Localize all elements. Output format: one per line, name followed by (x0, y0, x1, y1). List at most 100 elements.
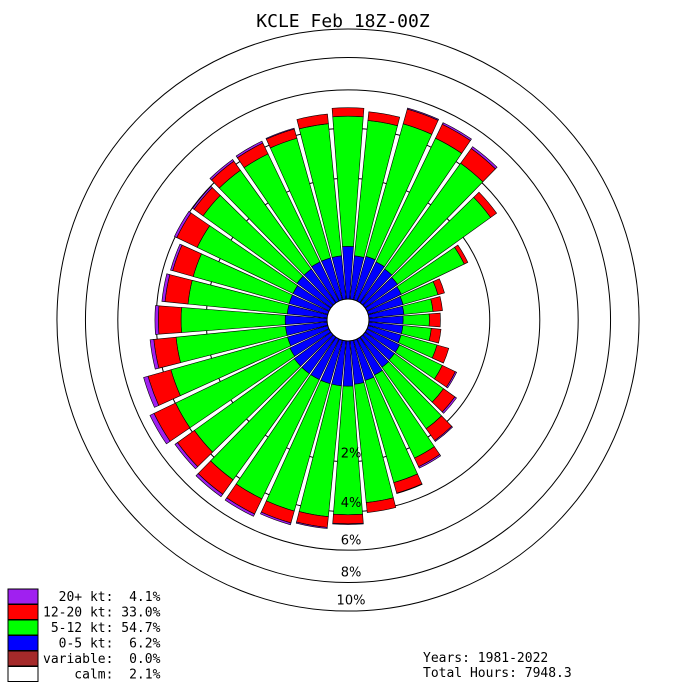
range-ring-6 (117, 89, 579, 551)
legend-label-5: calm: 2.1% (43, 668, 161, 683)
bar-10-deg (349, 111, 401, 301)
total-hours-label: Total Hours: 7948.3 (423, 666, 572, 681)
ring-label-8: 8% (341, 566, 362, 581)
bar-230-deg (174, 331, 334, 470)
bar-segment-270-12-20-kt (158, 305, 182, 335)
bar-segment-310-20-kt (192, 185, 213, 210)
legend-swatch-5 (7, 666, 39, 682)
ring-label-4: 4% (341, 496, 362, 511)
bar-segment-210-20-kt (224, 497, 256, 517)
bar-segment-330-20-kt (235, 140, 264, 159)
bar-segment-160-20-kt (396, 483, 423, 494)
bar-segment-250-20-kt (143, 375, 160, 408)
ring-labels: 2% 4% 6% 8% 10% (337, 447, 366, 609)
legend-label-1: 12-20 kt: 33.0% (43, 606, 161, 621)
bar-segment-340-20-kt (265, 127, 295, 140)
bar-140-deg (359, 334, 453, 442)
bar-segment-320-20-kt (209, 159, 235, 181)
bar-30-deg (356, 122, 472, 304)
legend-label-0: 20+ kt: 4.1% (43, 590, 161, 605)
bar-segment-30-20-kt (441, 122, 472, 141)
calm-center-circle (326, 298, 370, 342)
bar-80-deg (367, 296, 443, 319)
bar-270-deg (154, 305, 328, 335)
bar-260-deg (149, 321, 329, 370)
bar-90-deg (368, 312, 441, 328)
legend-label-4: variable: 0.0% (43, 652, 161, 667)
bar-160-deg (353, 338, 423, 494)
chart-title: KCLE Feb 18Z-00Z (256, 11, 430, 32)
legend-label-3: 0-5 kt: 6.2% (43, 637, 161, 652)
bar-segment-190-20-kt (295, 521, 328, 529)
bar-segment-20-20-kt (406, 107, 440, 121)
bar-segment-110-12-20-kt (431, 344, 450, 364)
legend-swatch-0 (7, 588, 39, 605)
bar-segment-10-12-20-kt (367, 111, 401, 127)
bar-segment-260-20-kt (149, 339, 160, 370)
bar-segment-280-12-20-kt (164, 274, 193, 305)
legend-swatch-4 (7, 650, 39, 667)
bar-290-deg (170, 243, 330, 315)
direction-bars (143, 107, 498, 529)
bar-200-deg (260, 338, 343, 526)
bar-segment-170-12-20-kt (365, 497, 397, 513)
bar-segment-60-12-20-kt (454, 244, 469, 265)
bar-segment-300-20-kt (174, 211, 192, 238)
bar-100-deg (367, 321, 442, 344)
bar-170-deg (349, 339, 397, 513)
bar-segment-0-12-20-kt (331, 107, 365, 118)
bar-segment-270-20-kt (154, 305, 160, 335)
bar-220-deg (195, 334, 337, 498)
bar-40-deg (359, 146, 498, 306)
bar-280-deg (161, 273, 329, 319)
bar-segment-100-12-20-kt (428, 327, 442, 344)
bar-segment-180-12-20-kt (332, 513, 364, 525)
bar-segment-350-12-20-kt (296, 113, 329, 130)
bar-310-deg (192, 185, 334, 309)
bar-segment-80-12-20-kt (430, 296, 443, 312)
bar-segment-40-20-kt (470, 146, 498, 170)
bar-segment-220-20-kt (195, 473, 224, 498)
ring-label-2: 2% (341, 447, 362, 462)
bar-segment-130-20-kt (441, 396, 457, 414)
bar-segment-120-20-kt (445, 371, 458, 389)
bar-250-deg (143, 325, 330, 408)
bar-60-deg (364, 244, 469, 312)
bar-350-deg (296, 113, 347, 301)
bar-240-deg (149, 328, 332, 445)
legend-swatch-3 (7, 635, 39, 651)
bar-segment-280-20-kt (161, 273, 171, 303)
years-label: Years: 1981-2022 (423, 651, 548, 666)
bar-segment-290-20-kt (170, 243, 183, 272)
bar-segment-230-20-kt (174, 442, 199, 470)
bar-segment-140-20-kt (434, 425, 453, 442)
bar-210-deg (224, 336, 340, 517)
range-ring-10 (56, 28, 640, 612)
legend-swatch-1 (7, 604, 39, 620)
bar-0-deg (331, 107, 365, 300)
bar-segment-90-12-20-kt (428, 312, 441, 328)
bar-segment-200-20-kt (260, 511, 292, 526)
bar-segment-70-12-20-kt (432, 278, 445, 296)
bar-segment-240-20-kt (149, 412, 171, 445)
legend-swatch-2 (7, 619, 39, 636)
ring-label-10: 10% (337, 594, 366, 609)
bar-segment-150-20-kt (418, 454, 442, 469)
legend: 20+ kt: 4.1%12-20 kt: 33.0% 5-12 kt: 54.… (7, 588, 161, 683)
bar-190-deg (295, 339, 347, 529)
bar-segment-90-5-12-kt (402, 313, 430, 327)
legend-label-2: 5-12 kt: 54.7% (43, 621, 161, 636)
bar-180-deg (332, 340, 364, 525)
bar-20-deg (353, 107, 440, 302)
range-ring-8 (84, 56, 612, 584)
bar-segment-180-20-kt (332, 522, 364, 525)
bar-320-deg (209, 159, 337, 306)
bar-340-deg (265, 127, 343, 302)
bar-110-deg (366, 325, 450, 364)
bar-segment-50-12-20-kt (473, 191, 498, 218)
bar-300-deg (174, 211, 332, 312)
bar-50-deg (362, 191, 498, 309)
ring-label-6: 6% (341, 534, 362, 549)
bar-330-deg (235, 140, 340, 304)
